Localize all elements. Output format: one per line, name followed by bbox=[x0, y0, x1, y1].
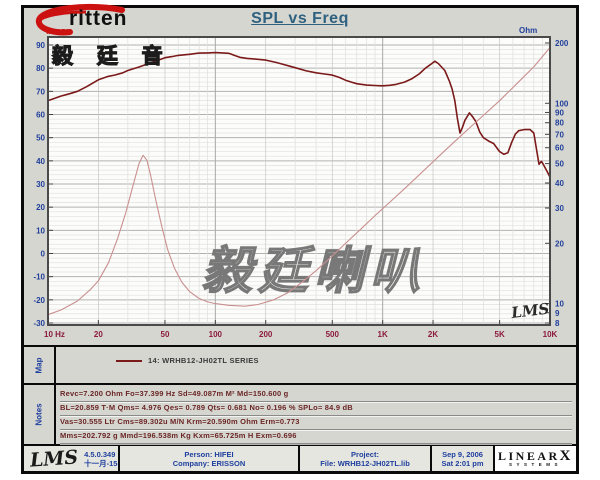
y-right-tick-label: 20 bbox=[555, 239, 564, 248]
y-left-tick-label: 40 bbox=[36, 157, 45, 166]
footer-bar: LMS 4.5.0.349 十一月-15-2004 Person: HIFEI … bbox=[24, 446, 576, 471]
footer-lms-cell: LMS 4.5.0.349 十一月-15-2004 bbox=[24, 445, 137, 472]
title-bar: SPL vs Freq bbox=[150, 10, 450, 28]
footer-person-cell: Person: HIFEI Company: ERISSON bbox=[118, 446, 298, 471]
app-version: 4.5.0.349 bbox=[84, 449, 116, 459]
page-title: SPL vs Freq bbox=[251, 10, 349, 27]
brand-word: ritten bbox=[69, 7, 128, 30]
impedance-curve bbox=[47, 46, 551, 316]
y-right-tick-label: 30 bbox=[555, 204, 564, 213]
legend-row: 14: WRHB12-JH02TL SERIES bbox=[56, 347, 576, 383]
x-tick-label: 50 bbox=[161, 330, 170, 339]
y-right-tick-label: 90 bbox=[555, 108, 564, 117]
legend-swatch bbox=[116, 360, 142, 362]
y-left-tick-label: 60 bbox=[36, 111, 45, 120]
y-right-tick-label: 40 bbox=[555, 179, 564, 188]
divider bbox=[24, 444, 576, 446]
y-right-tick-label: 70 bbox=[555, 130, 564, 139]
plot-frame bbox=[47, 36, 551, 326]
divider bbox=[24, 345, 576, 347]
note-line: Vas=30.555 Ltr Cms=89.302u M/N Krm=20.59… bbox=[60, 416, 572, 430]
x-tick-label: 2K bbox=[428, 330, 438, 339]
y-right-tick-label: 8 bbox=[555, 319, 560, 328]
legend-text: 14: WRHB12-JH02TL SERIES bbox=[148, 356, 259, 365]
y-left-tick-label: -30 bbox=[33, 319, 45, 328]
x-tick-label: 10 Hz bbox=[44, 330, 65, 339]
y-right-axis-title: Ohm bbox=[519, 26, 537, 35]
spl-curve bbox=[47, 51, 551, 178]
y-left-tick-label: 90 bbox=[36, 41, 45, 50]
app-version-date: 十一月-15-2004 bbox=[84, 458, 137, 468]
x-tick-label: 200 bbox=[259, 330, 273, 339]
project: Project: bbox=[351, 449, 379, 459]
date: Sep 9, 2006 bbox=[442, 449, 483, 459]
company: Company: ERISSON bbox=[172, 458, 246, 468]
note-line: BL=20.859 T·M Qms= 4.976 Qes= 0.789 Qts=… bbox=[60, 402, 572, 416]
brand-logo: 毅 廷 音 响 ritten bbox=[26, 3, 208, 69]
note-line: Revc=7.200 Ohm Fo=37.399 Hz Sd=49.087m M… bbox=[60, 388, 572, 402]
person: Person: HIFEI bbox=[184, 449, 234, 459]
y-right-tick-label: 100 bbox=[555, 99, 569, 108]
lms-inplot-logo: LMS bbox=[509, 299, 550, 322]
y-left-tick-label: -10 bbox=[33, 273, 45, 282]
y-left-tick-label: 20 bbox=[36, 203, 45, 212]
y-left-tick-label: 80 bbox=[36, 64, 45, 73]
y-right-tick-label: 60 bbox=[555, 144, 564, 153]
y-right-tick-label: 200 bbox=[555, 39, 569, 48]
footer-linearx-cell: LINEARX SYSTEMS bbox=[493, 446, 576, 471]
y-right-tick-label: 10 bbox=[555, 300, 564, 309]
y-left-tick-label: 70 bbox=[36, 87, 45, 96]
x-tick-label: 500 bbox=[326, 330, 340, 339]
grid-lines bbox=[47, 37, 550, 325]
y-left-tick-label: 0 bbox=[41, 250, 46, 259]
y-right-tick-label: 50 bbox=[555, 160, 564, 169]
x-tick-label: 20 bbox=[94, 330, 103, 339]
brand-chinese-text: 毅 廷 音 响 bbox=[51, 44, 176, 68]
y-left-tick-label: 30 bbox=[36, 180, 45, 189]
file: File: WRHB12-JH02TL.lib bbox=[320, 458, 410, 468]
linearx-logo: LINEARX bbox=[497, 448, 574, 464]
y-left-tick-label: 10 bbox=[36, 226, 45, 235]
x-tick-label: 100 bbox=[209, 330, 223, 339]
note-line: Mms=202.792 g Mmd=196.538m Kg Kxm=65.725… bbox=[60, 430, 572, 444]
divider bbox=[24, 383, 576, 385]
axis-labels: 9080706050403020100-10-20-30200100908070… bbox=[33, 26, 568, 339]
watermark: 毅廷喇叭 bbox=[198, 242, 438, 300]
lms-logo: LMS bbox=[29, 445, 79, 472]
y-left-tick-label: 50 bbox=[36, 134, 45, 143]
notes-panel: Revc=7.200 Ohm Fo=37.399 Hz Sd=49.087m M… bbox=[56, 385, 576, 444]
y-right-tick-label: 80 bbox=[555, 119, 564, 128]
x-tick-label: 1K bbox=[378, 330, 388, 339]
linearx-sub: SYSTEMS bbox=[508, 462, 562, 467]
y-right-tick-label: 9 bbox=[555, 309, 560, 318]
footer-date-cell: Sep 9, 2006 Sat 2:01 pm bbox=[430, 446, 493, 471]
footer-project-cell: Project: File: WRHB12-JH02TL.lib bbox=[298, 446, 430, 471]
x-tick-label: 10K bbox=[543, 330, 558, 339]
notes-row-label: Notes bbox=[24, 385, 56, 444]
map-row-label: Map bbox=[24, 347, 56, 383]
time: Sat 2:01 pm bbox=[441, 458, 484, 468]
svg-text:毅廷喇叭: 毅廷喇叭 bbox=[199, 243, 437, 299]
y-left-tick-label: -20 bbox=[33, 296, 45, 305]
x-tick-label: 5K bbox=[495, 330, 505, 339]
